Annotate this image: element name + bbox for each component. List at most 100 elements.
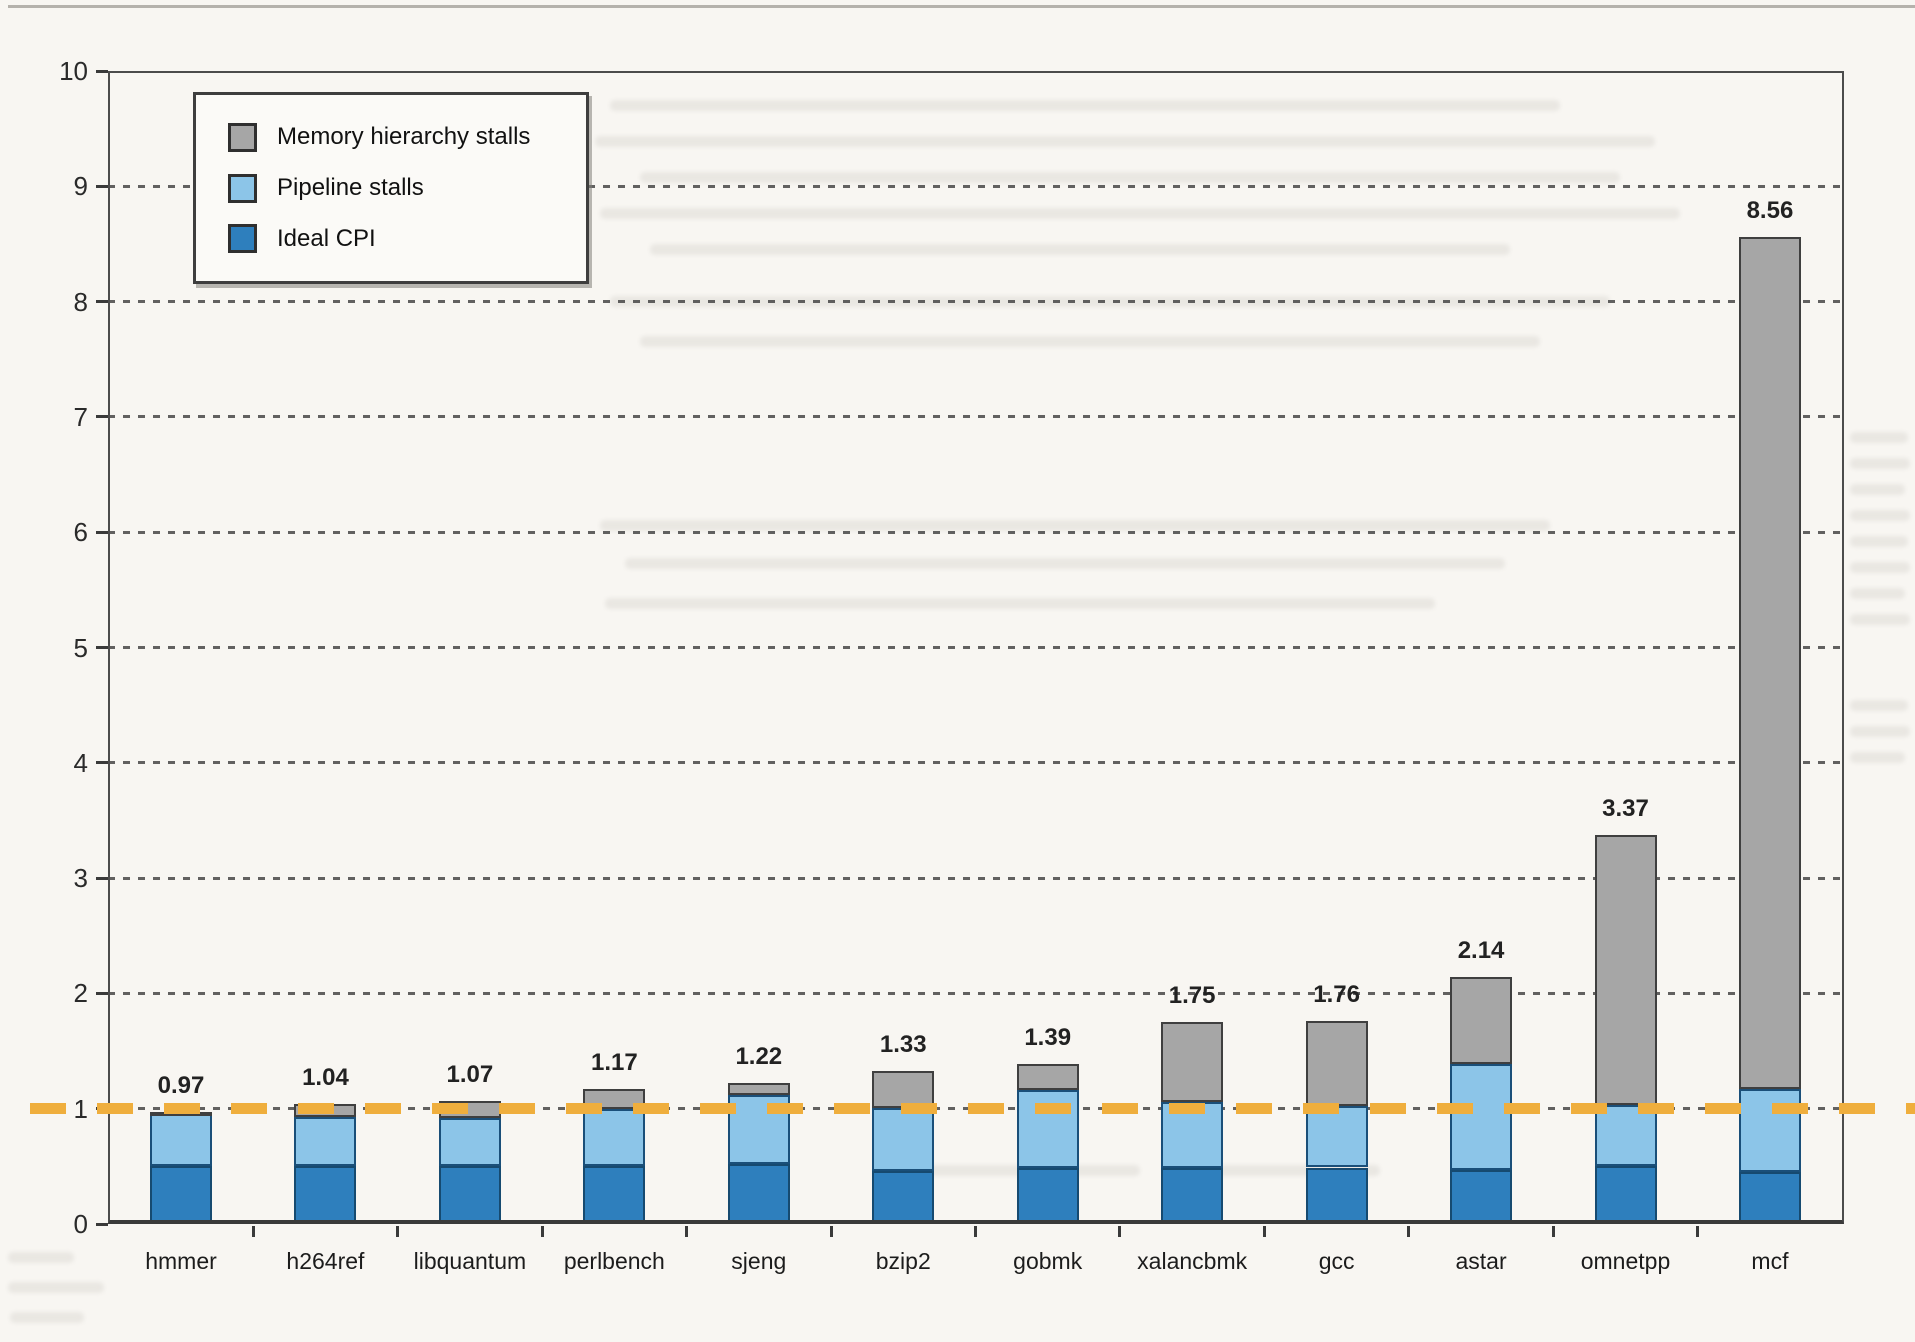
bar-gcc-segment-pipeline-stalls bbox=[1305, 1106, 1368, 1168]
bleedthrough-artifact bbox=[650, 244, 1510, 255]
bar-hmmer-segment-pipeline-stalls bbox=[150, 1114, 212, 1167]
legend-swatch-icon bbox=[228, 224, 257, 254]
bleedthrough-artifact bbox=[610, 100, 1560, 111]
bar-h264ref-segment-pipeline-stalls bbox=[294, 1116, 357, 1167]
bar-gobmk-total-label: 1.39 bbox=[1024, 1023, 1072, 1051]
bleedthrough-artifact bbox=[10, 1312, 84, 1323]
bleedthrough-artifact bbox=[1850, 562, 1910, 573]
x-axis-tick-7 bbox=[1262, 1226, 1266, 1237]
y-axis-tick-0 bbox=[96, 1222, 108, 1226]
bleedthrough-artifact bbox=[1850, 752, 1905, 763]
bar-gcc-segment-ideal-cpi bbox=[1305, 1167, 1368, 1224]
x-axis-tick-2 bbox=[540, 1226, 544, 1237]
x-axis-label-sjeng: sjeng bbox=[731, 1248, 787, 1274]
bleedthrough-artifact bbox=[8, 1282, 104, 1293]
bleedthrough-artifact bbox=[1180, 1165, 1380, 1176]
bar-h264ref-total-label: 1.04 bbox=[302, 1064, 349, 1092]
y-axis-tick-3 bbox=[96, 876, 108, 880]
x-axis-label-libquantum: libquantum bbox=[413, 1248, 527, 1274]
y-axis-label-0: 0 bbox=[73, 1209, 88, 1239]
bar-astar-segment-pipeline-stalls bbox=[1450, 1063, 1513, 1170]
bleedthrough-artifact bbox=[8, 1252, 74, 1263]
bar-libquantum-segment-ideal-cpi bbox=[438, 1166, 501, 1224]
bar-mcf-segment-pipeline-stalls bbox=[1738, 1089, 1801, 1173]
y-axis-tick-7 bbox=[96, 415, 108, 419]
bar-bzip2-total-label: 1.33 bbox=[879, 1030, 927, 1058]
y-axis-label-9: 9 bbox=[73, 171, 88, 202]
y-axis-label-10: 10 bbox=[59, 56, 88, 86]
bar-gobmk-segment-pipeline-stalls bbox=[1016, 1090, 1079, 1168]
bleedthrough-artifact bbox=[1850, 432, 1908, 443]
cpi-one-reference-line bbox=[30, 1103, 1915, 1115]
bar-mcf-segment-memory-hierarchy-stalls bbox=[1738, 237, 1801, 1090]
bar-astar-segment-ideal-cpi bbox=[1450, 1169, 1513, 1224]
bar-xalancbmk-total-label: 1.75 bbox=[1168, 982, 1216, 1010]
bar-h264ref-segment-ideal-cpi bbox=[294, 1166, 357, 1224]
y-axis-tick-5 bbox=[96, 646, 108, 649]
x-axis-tick-0 bbox=[251, 1226, 255, 1237]
bar-sjeng-segment-memory-hierarchy-stalls bbox=[727, 1083, 790, 1095]
y-axis-tick-8 bbox=[96, 300, 108, 304]
x-axis-tick-3 bbox=[685, 1226, 689, 1237]
legend-item-1: Pipeline stalls bbox=[228, 173, 586, 203]
y-axis-tick-4 bbox=[96, 761, 108, 765]
legend-label: Memory hierarchy stalls bbox=[277, 123, 531, 151]
x-axis-label-gcc: gcc bbox=[1318, 1248, 1355, 1274]
bar-mcf-total-label: 8.56 bbox=[1746, 197, 1794, 225]
bleedthrough-artifact bbox=[1850, 700, 1908, 711]
bar-mcf-segment-ideal-cpi bbox=[1738, 1172, 1801, 1224]
x-axis-label-omnetpp: omnetpp bbox=[1580, 1248, 1671, 1274]
legend-label: Pipeline stalls bbox=[277, 174, 424, 201]
bleedthrough-artifact bbox=[1850, 726, 1910, 737]
x-axis-label-hmmer: hmmer bbox=[145, 1248, 217, 1274]
y-axis-label-8: 8 bbox=[73, 286, 88, 317]
x-axis-tick-8 bbox=[1407, 1226, 1411, 1237]
legend-swatch-icon bbox=[228, 122, 257, 152]
legend-swatch-icon bbox=[228, 173, 257, 203]
bleedthrough-artifact bbox=[1850, 458, 1910, 469]
legend-label: Ideal CPI bbox=[277, 224, 376, 252]
x-axis-tick-10 bbox=[1696, 1226, 1700, 1237]
y-axis-tick-2 bbox=[96, 991, 108, 995]
bar-libquantum-total-label: 1.07 bbox=[446, 1060, 494, 1088]
bleedthrough-artifact bbox=[1850, 510, 1910, 521]
bar-perlbench-segment-pipeline-stalls bbox=[583, 1108, 646, 1167]
x-axis-label-gobmk: gobmk bbox=[1013, 1248, 1083, 1274]
chart-legend: Memory hierarchy stalls Pipeline stalls Id… bbox=[193, 92, 589, 284]
x-axis-label-astar: astar bbox=[1455, 1248, 1507, 1274]
y-axis-tick-10 bbox=[96, 69, 108, 73]
bar-omnetpp-total-label: 3.37 bbox=[1602, 795, 1649, 823]
bar-astar-total-label: 2.14 bbox=[1457, 937, 1505, 965]
bar-omnetpp-segment-ideal-cpi bbox=[1594, 1166, 1657, 1224]
page-scan-top-rule bbox=[8, 5, 1915, 8]
y-axis-label-4: 4 bbox=[73, 747, 88, 778]
legend-item-0: Memory hierarchy stalls bbox=[228, 122, 586, 152]
x-axis-tick-1 bbox=[396, 1226, 400, 1237]
x-axis-tick-6 bbox=[1118, 1226, 1122, 1237]
bar-gobmk-segment-memory-hierarchy-stalls bbox=[1016, 1063, 1079, 1091]
x-axis-label-xalancbmk: xalancbmk bbox=[1137, 1248, 1248, 1274]
bleedthrough-artifact bbox=[605, 598, 1435, 609]
bleedthrough-artifact bbox=[1850, 484, 1905, 495]
x-axis-label-perlbench: perlbench bbox=[563, 1248, 665, 1274]
bar-libquantum-segment-pipeline-stalls bbox=[438, 1117, 501, 1167]
bleedthrough-artifact bbox=[640, 172, 1620, 183]
bar-bzip2-segment-ideal-cpi bbox=[872, 1170, 935, 1224]
bleedthrough-artifact bbox=[1850, 536, 1908, 547]
bar-sjeng-total-label: 1.22 bbox=[735, 1043, 783, 1071]
x-axis-tick-9 bbox=[1551, 1226, 1555, 1237]
bleedthrough-artifact bbox=[600, 208, 1680, 219]
gridline-y8 bbox=[108, 300, 1844, 304]
gridline-y6 bbox=[108, 530, 1844, 534]
bleedthrough-artifact bbox=[640, 336, 1540, 347]
bleedthrough-artifact bbox=[625, 558, 1505, 569]
gridline-y4 bbox=[108, 761, 1844, 765]
y-axis-label-2: 2 bbox=[73, 978, 88, 1009]
gridline-y9 bbox=[108, 184, 1844, 188]
gridline-y5 bbox=[108, 646, 1844, 649]
bleedthrough-artifact bbox=[595, 136, 1655, 147]
legend-item-2: Ideal CPI bbox=[228, 224, 586, 254]
bar-bzip2-segment-pipeline-stalls bbox=[872, 1107, 935, 1171]
gridline-y3 bbox=[108, 876, 1844, 880]
